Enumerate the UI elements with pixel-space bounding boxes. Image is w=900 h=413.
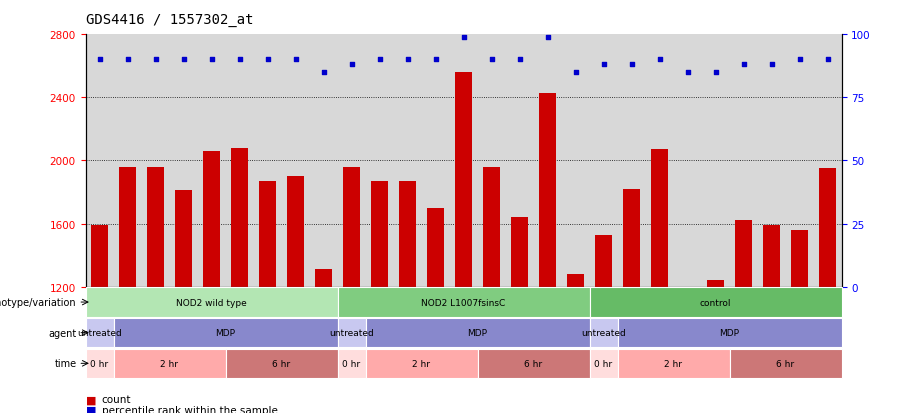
Bar — [365, 318, 590, 348]
Bar — [567, 274, 584, 413]
Bar — [371, 182, 388, 413]
Text: genotype/variation: genotype/variation — [0, 297, 76, 307]
Text: NOD2 L1007fsinsC: NOD2 L1007fsinsC — [421, 298, 506, 307]
Bar — [590, 287, 842, 317]
Point — [456, 34, 471, 41]
Point — [260, 57, 274, 64]
Point — [316, 69, 330, 76]
Text: ■: ■ — [86, 405, 96, 413]
Text: 2 hr: 2 hr — [160, 359, 178, 368]
Point — [428, 57, 443, 64]
Point — [345, 62, 359, 69]
Text: 6 hr: 6 hr — [273, 359, 291, 368]
Bar — [287, 177, 304, 413]
Text: 6 hr: 6 hr — [777, 359, 795, 368]
Text: untreated: untreated — [329, 328, 373, 337]
Point — [708, 69, 723, 76]
Point — [288, 57, 302, 64]
Bar — [338, 349, 365, 378]
Bar — [511, 218, 528, 413]
Bar — [791, 230, 808, 413]
Point — [204, 57, 219, 64]
Point — [176, 57, 191, 64]
Point — [232, 57, 247, 64]
Bar — [617, 318, 842, 348]
Bar — [113, 349, 226, 378]
Bar — [315, 270, 332, 413]
Bar — [595, 235, 612, 413]
Point — [597, 62, 611, 69]
Bar — [176, 191, 192, 413]
Text: 0 hr: 0 hr — [90, 359, 109, 368]
Bar — [539, 93, 556, 413]
Text: GDS4416 / 1557302_at: GDS4416 / 1557302_at — [86, 13, 253, 27]
Point — [512, 57, 526, 64]
Bar — [86, 349, 113, 378]
Text: 2 hr: 2 hr — [412, 359, 430, 368]
Text: 0 hr: 0 hr — [342, 359, 361, 368]
Bar — [763, 225, 780, 413]
Text: 2 hr: 2 hr — [664, 359, 682, 368]
Bar — [399, 182, 416, 413]
Point — [121, 57, 135, 64]
Text: 6 hr: 6 hr — [525, 359, 543, 368]
Bar — [86, 287, 338, 317]
Bar — [735, 221, 752, 413]
Point — [764, 62, 778, 69]
Bar — [428, 208, 444, 413]
Bar — [651, 150, 668, 413]
Bar — [365, 349, 478, 378]
Bar — [86, 318, 113, 348]
Point — [625, 62, 639, 69]
Point — [680, 69, 695, 76]
Point — [484, 57, 499, 64]
Text: count: count — [102, 394, 131, 404]
Text: agent: agent — [49, 328, 76, 338]
Point — [820, 57, 834, 64]
Bar — [590, 318, 617, 348]
Text: ■: ■ — [86, 394, 96, 404]
Bar — [91, 225, 108, 413]
Point — [736, 62, 751, 69]
Bar — [730, 349, 842, 378]
Bar — [343, 167, 360, 413]
Text: MDP: MDP — [467, 328, 488, 337]
Text: untreated: untreated — [581, 328, 625, 337]
Point — [792, 57, 806, 64]
Text: time: time — [54, 358, 76, 368]
Bar — [455, 73, 472, 413]
Bar — [623, 190, 640, 413]
Bar — [259, 182, 276, 413]
Text: MDP: MDP — [215, 328, 236, 337]
Text: NOD2 wild type: NOD2 wild type — [176, 298, 247, 307]
Bar — [617, 349, 730, 378]
Bar — [338, 318, 365, 348]
Point — [652, 57, 667, 64]
Bar — [478, 349, 590, 378]
Point — [540, 34, 554, 41]
Bar — [590, 349, 617, 378]
Text: control: control — [700, 298, 731, 307]
Bar — [707, 281, 724, 413]
Bar — [231, 148, 248, 413]
Bar — [119, 167, 136, 413]
Text: MDP: MDP — [719, 328, 740, 337]
Bar — [483, 167, 500, 413]
Bar — [113, 318, 338, 348]
Point — [400, 57, 415, 64]
Bar — [680, 289, 696, 413]
Text: untreated: untreated — [77, 328, 122, 337]
Bar — [338, 287, 590, 317]
Point — [373, 57, 387, 64]
Bar — [147, 167, 164, 413]
Bar — [203, 152, 220, 413]
Bar — [226, 349, 338, 378]
Point — [93, 57, 107, 64]
Text: percentile rank within the sample: percentile rank within the sample — [102, 405, 277, 413]
Bar — [819, 169, 836, 413]
Text: 0 hr: 0 hr — [594, 359, 613, 368]
Point — [568, 69, 582, 76]
Point — [148, 57, 163, 64]
